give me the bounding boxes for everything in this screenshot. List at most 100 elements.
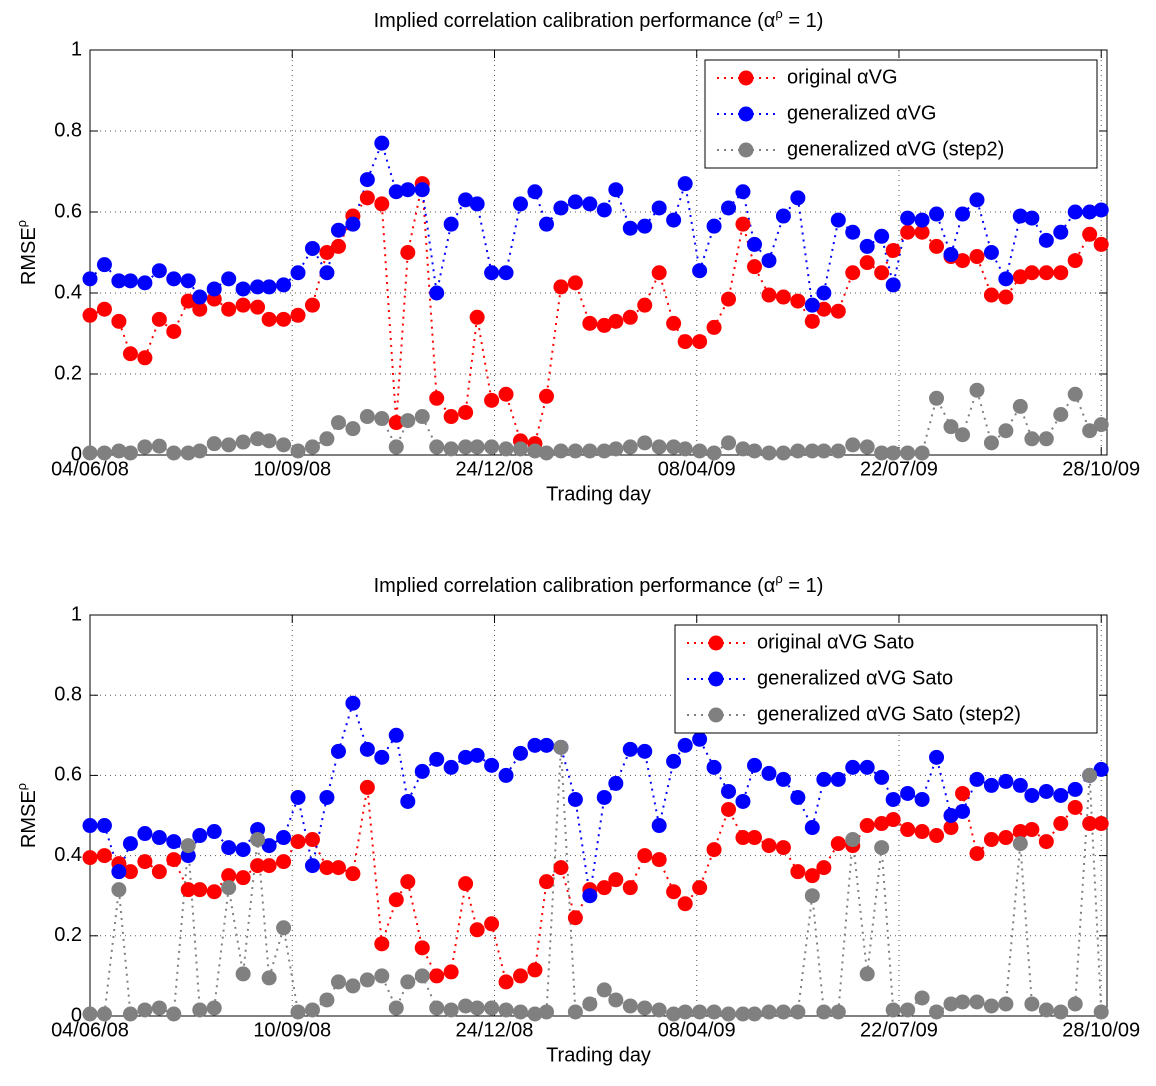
data-point [874, 265, 890, 281]
data-point [221, 271, 237, 287]
data-point [874, 769, 890, 785]
data-point [859, 818, 875, 834]
data-point [761, 1004, 777, 1020]
data-point [596, 880, 612, 896]
legend-marker [708, 671, 724, 687]
data-point [747, 757, 763, 773]
data-point [137, 854, 153, 870]
data-point [151, 438, 167, 454]
data-point [651, 265, 667, 281]
data-point [845, 759, 861, 775]
data-point [400, 182, 416, 198]
data-point [582, 196, 598, 212]
data-point [276, 437, 292, 453]
data-point [261, 433, 277, 449]
data-point [374, 749, 390, 765]
chart-title: Implied correlation calibration performa… [374, 6, 824, 32]
label-part: ρ [14, 220, 29, 227]
data-point [484, 916, 500, 932]
data-point [498, 767, 514, 783]
data-point [538, 874, 554, 890]
data-point [567, 1004, 583, 1020]
data-point [250, 279, 266, 295]
data-point [596, 982, 612, 998]
data-point [874, 228, 890, 244]
x-tick-label: 08/04/09 [658, 1019, 736, 1041]
data-point [775, 289, 791, 305]
data-point [900, 210, 916, 226]
data-point [721, 200, 737, 216]
data-point [1053, 407, 1069, 422]
axes-box [89, 614, 1108, 1017]
data-point [304, 297, 320, 313]
data-point [692, 334, 708, 350]
data-point [775, 840, 791, 856]
data-point [359, 741, 375, 757]
data-point [775, 445, 791, 461]
data-point [388, 184, 404, 200]
data-point [345, 421, 361, 437]
data-point [96, 257, 112, 273]
legend-label: generalized αVG (step2) [787, 138, 1004, 160]
data-point [429, 968, 445, 984]
x-tick-label: 22/07/09 [860, 458, 938, 480]
data-point [359, 172, 375, 188]
data-point [235, 434, 251, 450]
data-point [651, 200, 667, 216]
data-point [290, 265, 306, 281]
data-point [582, 315, 598, 331]
data-point [637, 1000, 653, 1016]
data-point [1067, 996, 1083, 1012]
data-point [874, 840, 890, 856]
x-tick-label: 04/06/08 [51, 458, 129, 480]
data-point [706, 842, 722, 858]
legend-label: generalized αVG [787, 102, 936, 124]
data-point [388, 439, 404, 455]
y-axis-label: RMSEρ [14, 783, 40, 848]
data-point [622, 741, 638, 757]
y-tick-label: 0.8 [54, 119, 82, 141]
data-point [512, 1004, 528, 1020]
data-point [82, 271, 98, 287]
data-point [137, 350, 153, 366]
data-point [111, 882, 127, 898]
x-tick-label: 28/10/09 [1062, 1019, 1140, 1041]
data-point [1012, 398, 1028, 414]
subplot: Implied correlation calibration performa… [14, 6, 1140, 505]
data-point [374, 135, 390, 151]
data-point [443, 409, 459, 425]
data-point [804, 443, 820, 459]
data-point [608, 775, 624, 791]
data-point [943, 808, 959, 823]
data-point [816, 285, 832, 301]
x-axis-label: Trading day [546, 483, 651, 505]
data-point [345, 978, 361, 994]
data-point [859, 759, 875, 775]
data-point [250, 832, 266, 848]
data-point [469, 439, 485, 455]
data-point [747, 443, 763, 459]
data-point [498, 1002, 514, 1018]
data-point [830, 303, 846, 319]
data-point [790, 789, 806, 805]
data-point [290, 443, 306, 459]
data-point [651, 852, 667, 868]
data-point [122, 1006, 138, 1022]
data-point [122, 864, 138, 880]
data-point [1038, 431, 1054, 447]
legend: original αVG generalized αVG generalized α… [704, 59, 1098, 169]
data-point [859, 439, 875, 455]
label-part: RMSE [18, 790, 40, 848]
data-point [192, 443, 208, 459]
data-point [943, 996, 959, 1012]
legend-marker [738, 106, 754, 122]
data-point [1024, 431, 1040, 447]
data-point [221, 840, 237, 856]
data-point [498, 386, 514, 402]
x-tick-label: 24/12/08 [456, 1019, 534, 1041]
title-part: ρ [775, 6, 782, 21]
data-point [111, 864, 127, 880]
data-point [166, 323, 182, 339]
data-point [885, 791, 901, 807]
data-point [111, 313, 127, 329]
